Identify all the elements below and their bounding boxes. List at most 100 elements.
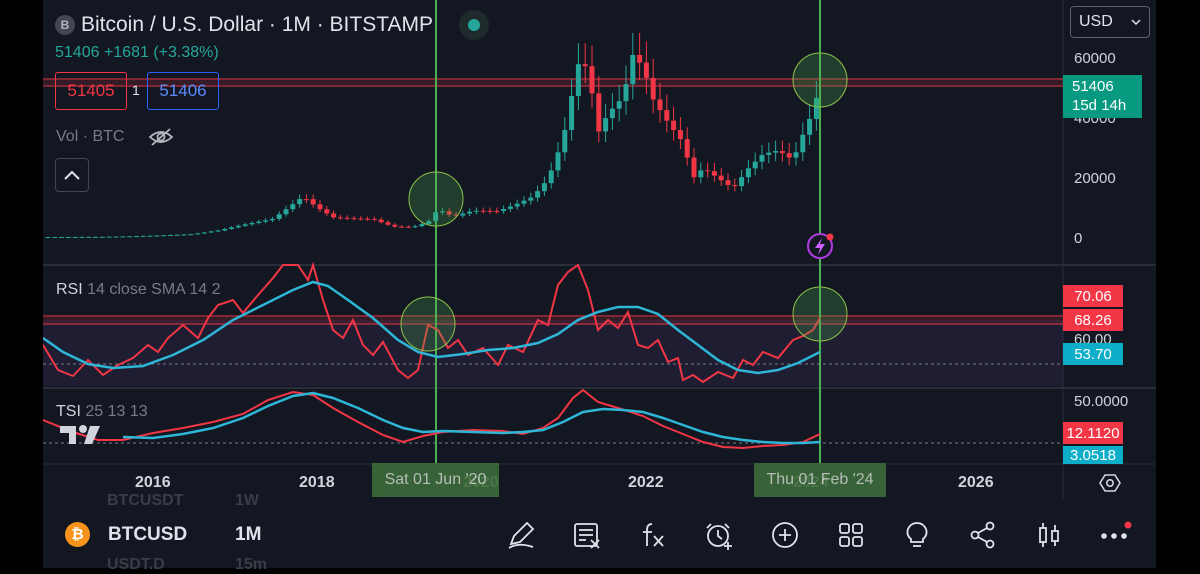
candle-body — [188, 234, 194, 236]
candle-body — [161, 235, 167, 237]
drawing-pen-icon[interactable] — [504, 518, 538, 552]
current-price-value: 51406 — [1072, 78, 1114, 95]
share-icon[interactable] — [966, 518, 1000, 552]
price-tick-0: 0 — [1074, 230, 1083, 247]
candle-body — [467, 211, 473, 214]
candle-body — [473, 210, 479, 212]
candle-body — [732, 185, 738, 187]
alert-bolt-icon[interactable] — [807, 233, 834, 259]
candle-body — [419, 224, 425, 227]
chevron-down-icon — [1131, 19, 1141, 25]
tsi-signal-line — [122, 391, 821, 445]
collapse-legend-button[interactable] — [55, 158, 89, 192]
chart-canvas[interactable] — [43, 0, 1156, 500]
candle-body — [725, 180, 731, 185]
interval-selector[interactable]: 1M — [235, 524, 262, 545]
candle-body — [759, 154, 765, 162]
symbol-name: BTCUSD — [108, 523, 188, 545]
candle-body — [65, 236, 71, 238]
candle-body — [344, 217, 350, 219]
alert-clock-icon[interactable] — [702, 518, 736, 552]
time-label-2026: 2026 — [958, 474, 994, 491]
candle-body — [582, 64, 588, 67]
candle-body — [269, 218, 275, 221]
time-label-2022: 2022 — [628, 474, 664, 491]
candle-body — [705, 170, 711, 172]
tsi-legend[interactable]: TSI 25 13 13 — [56, 403, 148, 421]
candle-body — [242, 224, 248, 226]
tsi-signal-tag: 3.0518 — [1063, 446, 1123, 464]
candle-body — [453, 214, 459, 216]
tradingview-logo-icon[interactable] — [60, 424, 102, 446]
candle-body — [807, 118, 813, 135]
volume-label: Vol · BTC — [56, 128, 125, 145]
sell-button[interactable]: 51405 — [55, 72, 127, 110]
candle-body — [637, 54, 643, 63]
candle-body — [630, 54, 636, 85]
live-status-icon[interactable] — [459, 10, 490, 40]
candle-body — [351, 218, 357, 220]
highlight-circle-2020-price[interactable] — [408, 171, 464, 227]
highlight-circle-2024-price[interactable] — [792, 52, 848, 108]
rsi-level-zone — [43, 317, 1063, 323]
candle-body — [603, 118, 609, 132]
chart-title[interactable]: B Bitcoin / U.S. Dollar · 1M · BITSTAMP — [55, 10, 490, 40]
candle-body — [215, 230, 221, 232]
settings-icon[interactable] — [1099, 472, 1121, 494]
ghost-symbol-bottom: USDT.D — [107, 556, 165, 573]
order-panel-icon[interactable] — [570, 518, 604, 552]
candle-body — [487, 210, 493, 212]
highlight-circle-2024-rsi[interactable] — [792, 286, 848, 342]
candle-body — [59, 237, 65, 239]
candle-body — [392, 224, 398, 227]
candle-body — [800, 134, 806, 153]
more-icon[interactable] — [1098, 518, 1132, 552]
price-zone — [43, 80, 1063, 85]
price-change: 51406 +1681 (+3.38%) — [55, 44, 219, 61]
chart-area[interactable]: B Bitcoin / U.S. Dollar · 1M · BITSTAMP … — [43, 0, 1156, 500]
currency-select[interactable]: USD — [1070, 6, 1150, 38]
candle-body — [317, 204, 323, 210]
add-icon[interactable] — [768, 518, 802, 552]
rsi-name: RSI — [56, 281, 83, 298]
candle-body — [684, 139, 690, 158]
candle-body — [52, 237, 58, 239]
hide-volume-icon[interactable] — [148, 127, 174, 147]
candle-body — [371, 218, 377, 220]
candle-body — [514, 203, 520, 207]
buy-button[interactable]: 51406 — [147, 72, 219, 110]
collapse-chevron-icon — [64, 170, 80, 180]
chart-type-candle-icon[interactable] — [1032, 518, 1066, 552]
candle-body — [195, 233, 201, 235]
rsi-params: 14 close SMA 14 2 — [87, 281, 221, 298]
candle-body — [120, 236, 126, 238]
candle-body — [501, 208, 507, 211]
current-price-tag: 51406 15d 14h — [1063, 75, 1142, 118]
candle-body — [521, 200, 527, 204]
highlight-circle-2020-rsi[interactable] — [400, 296, 456, 352]
ideas-bulb-icon[interactable] — [900, 518, 934, 552]
candle-body — [548, 170, 554, 184]
candle-body — [664, 110, 670, 121]
candle-body — [446, 211, 452, 215]
tsi-tick-50: 50.0000 — [1074, 393, 1129, 410]
rsi-legend[interactable]: RSI 14 close SMA 14 2 — [56, 281, 221, 299]
bar-countdown: 15d 14h — [1072, 97, 1127, 114]
symbol-selector[interactable]: ₿ BTCUSD — [65, 522, 187, 547]
candle-body — [86, 236, 92, 238]
candle-body — [133, 236, 139, 238]
candle-body — [657, 99, 663, 111]
candle-body — [711, 171, 717, 176]
bitcoin-icon: ₿ — [65, 522, 90, 547]
candle-body — [528, 197, 534, 201]
indicators-fx-icon[interactable] — [636, 518, 670, 552]
candle-body — [167, 235, 173, 237]
candle-body — [405, 226, 411, 228]
candle-body — [507, 206, 513, 209]
candle-body — [290, 204, 296, 210]
rsi-band — [43, 320, 1063, 386]
layouts-icon[interactable] — [834, 518, 868, 552]
tsi-line — [43, 388, 821, 450]
candle-body — [609, 108, 615, 119]
candle-body — [201, 232, 207, 234]
